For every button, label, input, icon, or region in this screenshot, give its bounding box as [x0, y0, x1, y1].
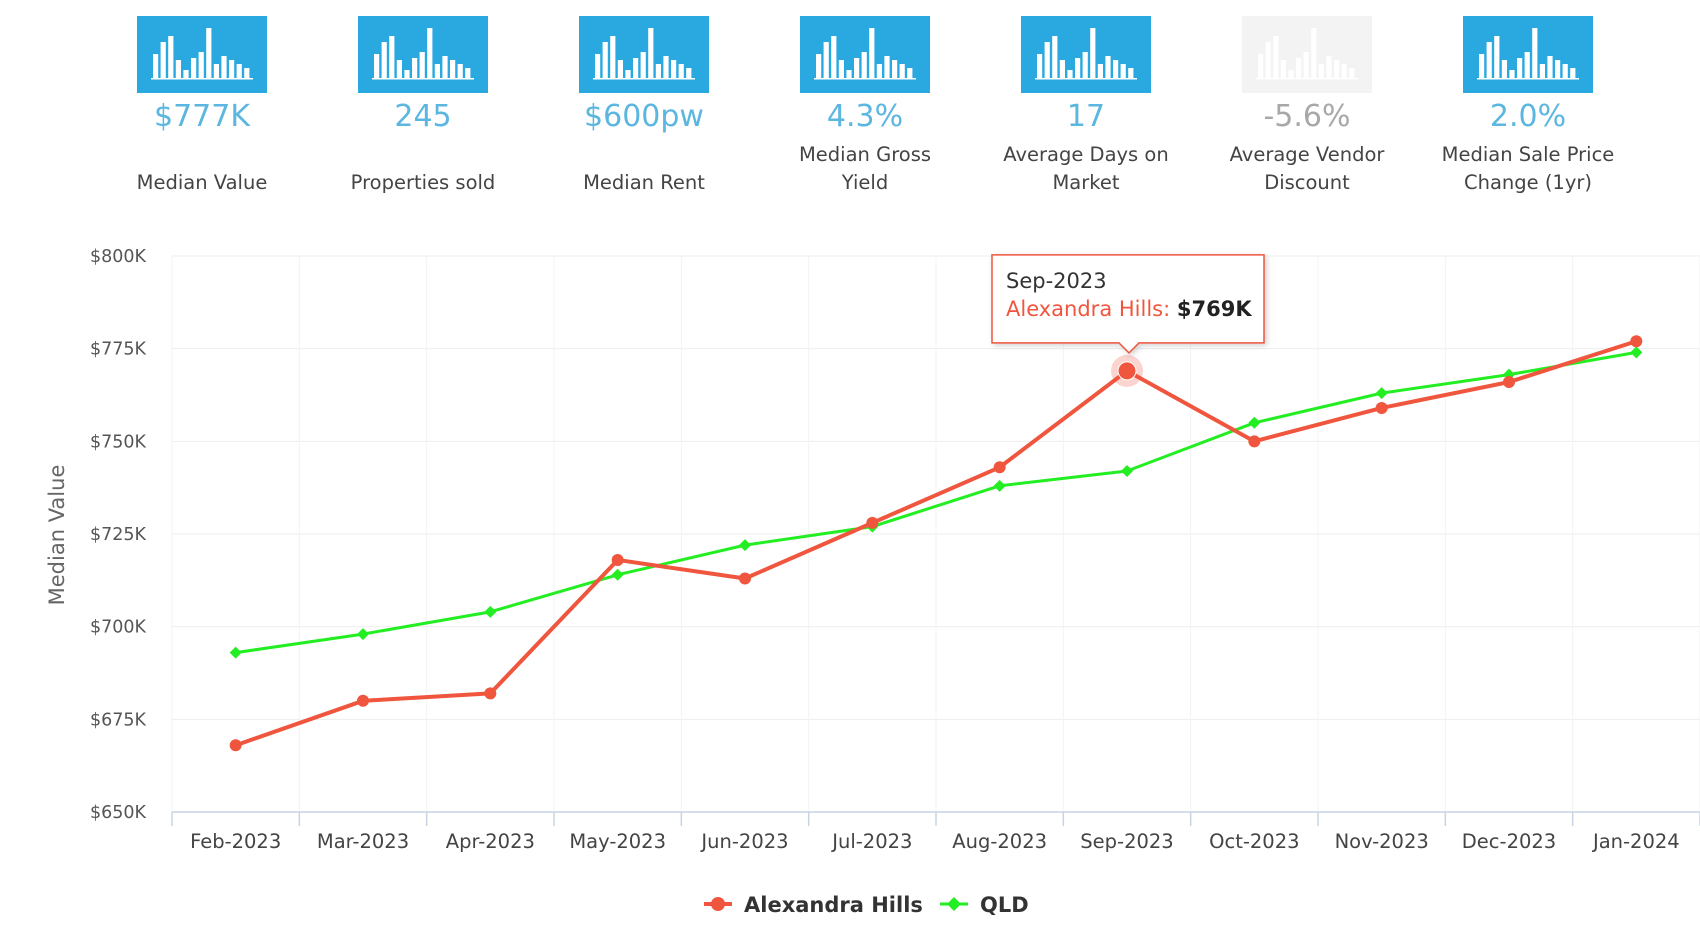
- x-tick-label: Oct-2023: [1209, 830, 1299, 853]
- stat-value: $777K: [153, 99, 251, 134]
- stat-card: 245 Properties sold: [313, 16, 533, 197]
- data-point: [1630, 335, 1643, 348]
- data-point: [484, 605, 497, 618]
- y-tick-label: $750K: [90, 432, 147, 452]
- data-point: [1375, 387, 1388, 400]
- stat-label: Properties sold: [350, 171, 496, 194]
- stat-value: 245: [394, 99, 452, 134]
- data-point: [1248, 435, 1261, 448]
- stat-card: 2.0% Median Sale Price Change (1yr): [1418, 16, 1638, 197]
- x-tick-label: May-2023: [569, 830, 666, 853]
- bar-chart-icon: [358, 16, 488, 93]
- data-point: [1375, 401, 1388, 414]
- bar-chart-icon: [137, 16, 267, 93]
- stat-label: Median Gross: [798, 143, 932, 166]
- hover-point: [1117, 361, 1137, 381]
- legend-marker: [711, 897, 725, 911]
- tooltip-category: Sep-2023: [1006, 269, 1107, 293]
- stat-label: Discount: [1264, 171, 1350, 194]
- data-point: [357, 694, 369, 707]
- x-tick-label: Jun-2023: [699, 830, 788, 853]
- data-point: [993, 479, 1006, 492]
- data-point: [229, 646, 242, 659]
- stat-card: -5.6% Average Vendor Discount: [1197, 16, 1417, 197]
- legend-item[interactable]: Alexandra Hills: [704, 893, 923, 917]
- data-point: [739, 539, 751, 552]
- stat-value: 17: [1066, 99, 1106, 134]
- y-axis-title: Median Value: [45, 465, 69, 606]
- stat-label: Market: [1052, 171, 1120, 194]
- stat-value: 2.0%: [1489, 99, 1567, 134]
- legend-marker: [947, 897, 961, 911]
- data-point: [611, 553, 624, 566]
- stats-strip: $777K Median Value 245 Properties sold $60…: [0, 0, 1700, 200]
- x-tick-label: Jan-2024: [1591, 830, 1680, 853]
- stat-card: 4.3% Median Gross Yield: [755, 16, 975, 197]
- bar-chart-icon: [1242, 16, 1372, 93]
- data-point: [611, 568, 624, 581]
- stat-label: Yield: [841, 171, 889, 194]
- tooltip-value: $769K: [1177, 297, 1252, 321]
- x-tick-label: Dec-2023: [1462, 830, 1556, 853]
- stat-value: 4.3%: [826, 99, 904, 134]
- tooltip-series-name: Alexandra Hills: [1006, 297, 1163, 321]
- stat-card: $600pw Median Rent: [534, 16, 754, 197]
- data-point: [484, 687, 497, 700]
- stat-label: Average Vendor: [1229, 143, 1385, 166]
- y-tick-label: $700K: [90, 618, 147, 638]
- series-line: [235, 350, 1637, 655]
- stat-card: 17 Average Days on Market: [976, 16, 1196, 197]
- stat-card: $777K Median Value: [92, 16, 312, 197]
- stat-label: Change (1yr): [1463, 171, 1593, 194]
- data-point: [1248, 416, 1261, 429]
- stat-label: Average Days on: [1003, 143, 1169, 166]
- bar-chart-icon: [1021, 16, 1151, 93]
- stat-label: Median Value: [136, 171, 268, 194]
- x-tick-label: Mar-2023: [317, 830, 409, 853]
- x-tick-label: Aug-2023: [952, 830, 1047, 853]
- data-point: [357, 628, 369, 641]
- bar-chart-icon: [1463, 16, 1593, 93]
- data-point: [866, 516, 879, 529]
- x-tick-label: Jul-2023: [830, 830, 912, 853]
- x-tick-label: Nov-2023: [1335, 830, 1429, 853]
- series-line: [235, 339, 1637, 748]
- stat-label: Median Rent: [583, 171, 705, 194]
- y-tick-label: $800K: [90, 247, 147, 267]
- data-point: [1503, 376, 1515, 389]
- y-tick-label: $775K: [90, 340, 147, 360]
- y-tick-label: $650K: [90, 803, 147, 823]
- data-point: [1121, 464, 1133, 477]
- data-point: [1630, 346, 1643, 359]
- stat-value: -5.6%: [1263, 99, 1351, 134]
- tooltip-box: [991, 254, 1265, 354]
- x-tick-label: Sep-2023: [1080, 830, 1173, 853]
- bar-chart-icon: [579, 16, 709, 93]
- tooltip-entry: Alexandra Hills: $769K: [1006, 297, 1252, 321]
- stat-label: Median Sale Price: [1441, 143, 1615, 166]
- legend-label: QLD: [980, 893, 1029, 917]
- data-point: [229, 739, 242, 752]
- x-tick-label: Feb-2023: [190, 830, 281, 853]
- bar-chart-icon: [800, 16, 930, 93]
- data-point: [739, 572, 751, 585]
- stat-value: $600pw: [584, 99, 704, 134]
- y-tick-label: $725K: [90, 525, 147, 545]
- legend-label: Alexandra Hills: [744, 893, 923, 917]
- legend-item[interactable]: QLD: [940, 893, 1029, 917]
- data-point: [993, 461, 1006, 474]
- x-tick-label: Apr-2023: [446, 830, 535, 853]
- y-tick-label: $675K: [90, 710, 147, 730]
